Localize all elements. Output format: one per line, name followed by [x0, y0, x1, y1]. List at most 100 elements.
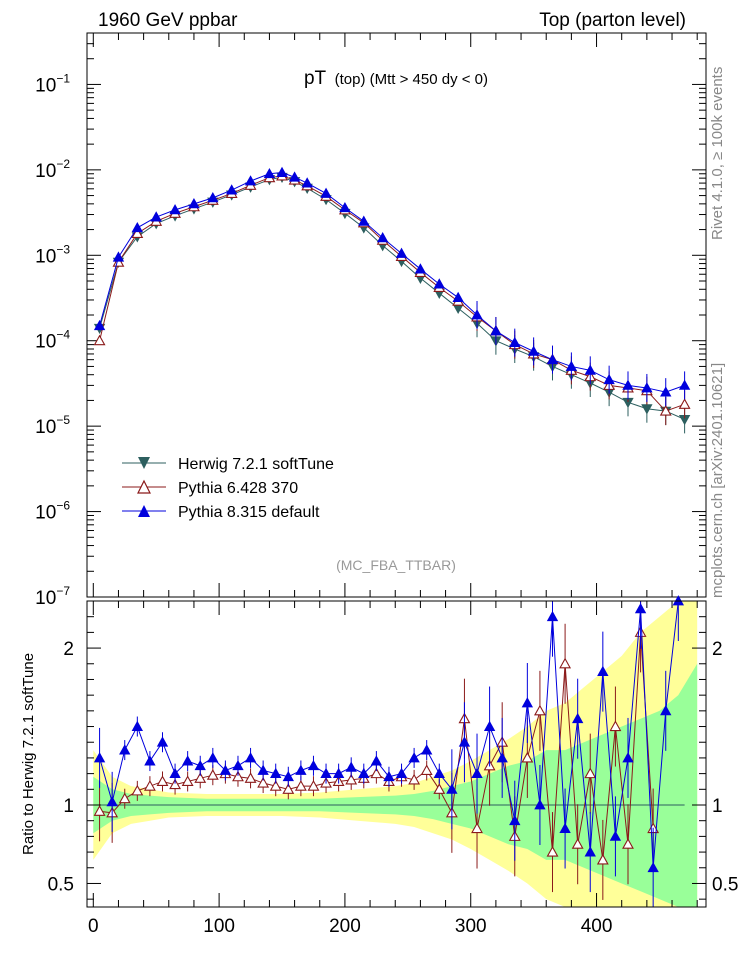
main-point-pythia6	[659, 404, 672, 416]
ratio-ytick-label: 2	[63, 639, 74, 660]
main-ytick-label: 10−5	[35, 413, 70, 438]
ytick-exponent: −2	[56, 157, 70, 171]
ratio-point-pythia8	[93, 752, 106, 763]
main-point-pythia8	[490, 325, 502, 336]
ratio-point-pythia8	[597, 665, 609, 677]
ratio-point-pythia8	[257, 764, 269, 775]
ratio-point-pythia6	[370, 767, 383, 779]
main-point-pythia8	[527, 345, 540, 356]
main-point-pythia8	[263, 167, 276, 179]
ratio-point-pythia6	[206, 769, 219, 780]
main-point-pythia8	[112, 251, 125, 262]
legend-marker-pythia8	[138, 505, 150, 517]
chart-title: pT (top) (Mtt > 450 dy < 0)	[304, 68, 488, 89]
ratio-point-pythia8	[458, 736, 471, 747]
ratio-point-pythia6	[408, 773, 421, 785]
ratio-point-pythia8	[634, 603, 647, 614]
ytick-mantissa: 10	[35, 588, 56, 609]
ytick-mantissa: 10	[35, 332, 56, 353]
main-point-pythia8	[376, 232, 389, 243]
main-ytick-label: 10−2	[35, 157, 70, 182]
ratio-point-pythia8	[446, 783, 458, 794]
ratio-point-pythia8	[622, 752, 634, 763]
ytick-mantissa: 10	[35, 503, 56, 524]
main-ytick-label: 10−3	[35, 242, 70, 267]
main-point-pythia8	[584, 364, 596, 375]
x-tick-label: 400	[581, 916, 613, 937]
main-point-pythia8	[358, 215, 370, 226]
ratio-ytick-label-right: 1	[712, 796, 723, 817]
ratio-point-pythia6	[257, 776, 270, 788]
ratio-point-pythia6	[433, 783, 446, 794]
ytick-mantissa: 10	[35, 417, 56, 438]
ratio-point-pythia8	[483, 720, 496, 731]
main-point-pythia8	[641, 382, 653, 393]
ratio-point-pythia8	[320, 767, 332, 779]
main-point-pythia8	[452, 291, 464, 302]
main-point-pythia8	[546, 353, 559, 365]
ratio-point-pythia8	[496, 752, 508, 763]
main-point-pythia6	[93, 334, 106, 346]
ratio-point-pythia6	[521, 751, 534, 763]
main-point-pythia8	[288, 171, 301, 182]
ratio-point-pythia8	[345, 761, 357, 772]
ratio-point-pythia8	[534, 799, 546, 810]
ratio-point-pythia6	[169, 778, 182, 790]
rivet-label: Rivet 4.1.0, ≥ 100k events	[709, 67, 726, 240]
ratio-point-pythia6	[584, 767, 597, 779]
ratio-bands	[93, 601, 698, 907]
main-point-pythia8	[226, 184, 238, 195]
ratio-point-pythia8	[433, 767, 445, 779]
ratio-point-pythia8	[546, 610, 559, 622]
ratio-ytick-label: 0.5	[48, 874, 74, 895]
main-point-pythia8	[207, 192, 219, 203]
main-point-pythia8	[678, 379, 691, 390]
ytick-mantissa: 10	[35, 246, 56, 267]
ratio-point-pythia8	[559, 822, 571, 833]
ratio-point-pythia6	[93, 805, 106, 816]
ratio-point-pythia8	[119, 744, 131, 755]
ratio-point-pythia8	[181, 755, 194, 766]
main-point-pythia8	[565, 360, 578, 371]
ytick-exponent: −7	[56, 584, 70, 598]
ratio-point-pythia8	[207, 752, 219, 763]
ratio-point-pythia8	[106, 796, 118, 807]
ratio-series	[93, 595, 685, 907]
ytick-exponent: −4	[56, 328, 70, 342]
ytick-exponent: −1	[56, 71, 70, 85]
legend-marker-herwig	[138, 457, 150, 469]
main-ytick-label: 10−4	[35, 328, 70, 353]
ratio-point-pythia6	[622, 838, 634, 849]
header-right: Top (parton level)	[539, 10, 686, 31]
legend-entry-herwig: Herwig 7.2.1 softTune	[122, 456, 334, 473]
ratio-point-pythia8	[370, 755, 383, 766]
ratio-point-pythia6	[471, 822, 483, 834]
x-tick-label: 300	[455, 916, 487, 937]
ratio-point-pythia8	[219, 764, 232, 775]
main-panel: pT (top) (Mtt > 450 dy < 0) (MC_FBA_TTBA…	[35, 32, 707, 609]
ratio-point-pythia6	[194, 772, 207, 783]
title-main: pT	[304, 68, 327, 89]
ratio-ylabel: Ratio to Herwig 7.2.1 softTune	[20, 653, 37, 855]
ratio-point-pythia6	[546, 845, 559, 857]
main-point-pythia8	[150, 211, 162, 222]
mcplots-label: mcplots.cern.ch [arXiv:2401.10621]	[709, 363, 726, 598]
ratio-point-pythia6	[294, 780, 307, 791]
ratio-frame	[86, 600, 707, 908]
ratio-point-pythia6	[307, 780, 320, 791]
legend-label-herwig: Herwig 7.2.1 softTune	[178, 456, 334, 473]
ratio-point-pythia6	[156, 775, 169, 787]
ratio-point-pythia6	[118, 792, 131, 804]
legend-marker-pythia6	[137, 479, 151, 494]
main-point-pythia8	[276, 166, 288, 177]
ratio-point-pythia8	[421, 744, 433, 755]
ratio-band-inner	[93, 663, 698, 907]
ratio-point-pythia8	[282, 770, 294, 782]
ratio-point-pythia8	[509, 814, 521, 826]
main-point-pythia8	[188, 198, 200, 209]
x-tick-label: 200	[329, 916, 361, 937]
main-line-herwig	[99, 176, 685, 420]
ratio-point-pythia6	[232, 770, 244, 782]
main-point-pythia8	[603, 373, 615, 385]
